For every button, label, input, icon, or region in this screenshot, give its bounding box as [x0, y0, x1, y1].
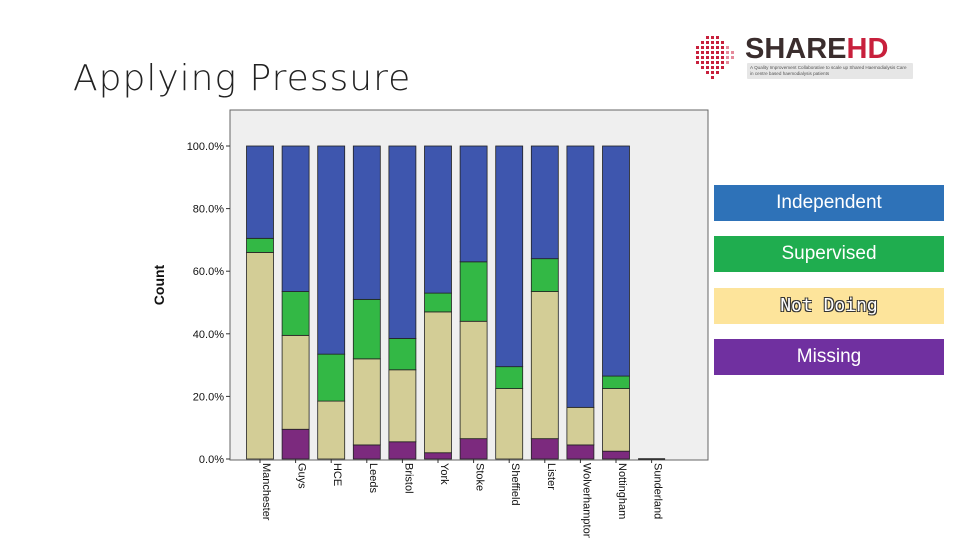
bar-segment-supervised [495, 366, 524, 389]
bar-segment-independent [388, 145, 417, 339]
logo-word-share: SHARE [745, 33, 847, 65]
bar-segment-not_doing [352, 358, 381, 446]
x-tick-label: Leeds [367, 463, 379, 493]
y-axis-label: Count [151, 264, 167, 305]
y-axis: 0.0% 20.0% 40.0% 60.0% 80.0% 100.0% [187, 141, 230, 466]
bar-segment-supervised [281, 291, 310, 336]
bar-segment-independent [246, 145, 274, 239]
bar-segment-not_doing [530, 291, 559, 440]
slide-title: Applying Pressure [73, 58, 412, 99]
legend-missing: Missing [714, 339, 944, 375]
bars [246, 145, 666, 460]
bar-segment-supervised [246, 237, 274, 253]
logo-wordmark: SHAREHD [745, 34, 888, 64]
x-tick-label: Bristol [402, 463, 414, 494]
bar-segment-not_doing [459, 320, 488, 440]
logo-tagline: A Quality Improvement Collaborative to s… [747, 63, 913, 79]
bar-segment-missing [459, 438, 488, 460]
bar-segment-independent [317, 145, 346, 355]
bar-segment-supervised [388, 338, 417, 371]
legend-independent: Independent [714, 185, 944, 221]
bar-segment-supervised [424, 292, 452, 313]
x-tick-label: Manchester [260, 463, 272, 521]
bar-segment-not_doing [388, 369, 417, 443]
logo-word-hd: HD [846, 33, 889, 65]
bar-segment-not_doing [317, 400, 346, 460]
x-tick-label: Lister [545, 463, 557, 490]
x-tick-label: York [438, 463, 450, 485]
bar-segment-missing [352, 444, 381, 460]
bar-segment-missing [602, 450, 630, 460]
x-tick-label: Wolverhampton [580, 463, 592, 538]
sharehd-logo: SHAREHD A Quality Improvement Collaborat… [692, 34, 918, 84]
x-tick-label: Guys [296, 463, 308, 489]
x-tick-label: Sheffield [509, 463, 521, 506]
bar-segment-supervised [317, 353, 346, 402]
bar-segment-supervised [352, 298, 381, 360]
y-tick-label: 100.0% [187, 141, 225, 153]
bar-segment-independent [530, 145, 559, 260]
legend-not-doing: Not Doing [714, 288, 944, 324]
y-tick-label: 60.0% [193, 266, 224, 278]
bar-segment-missing [530, 438, 559, 460]
bar-segment-not_doing [281, 334, 310, 430]
bar-segment-not_doing [602, 388, 630, 452]
bar-segment-independent [459, 145, 488, 263]
bar-segment-missing [424, 452, 452, 460]
stacked-bar-chart: Count 0.0% 20.0% 40.0% 60.0% 80.0% 100.0% Man… [151, 109, 709, 538]
bar-segment-independent [281, 145, 310, 292]
bar-segment-missing [281, 428, 310, 460]
x-tick-label: HCE [331, 463, 343, 486]
bar-segment-independent [495, 145, 524, 368]
bar-segment-independent [602, 145, 630, 377]
x-tick-label: Sunderland [652, 463, 664, 519]
y-tick-label: 20.0% [193, 391, 224, 403]
bar-segment-missing [388, 441, 417, 460]
bar-segment-supervised [530, 258, 559, 292]
bar-segment-independent [424, 145, 452, 294]
bar-segment-not_doing [495, 388, 524, 460]
x-axis: Manchester Guys HCE Leeds Bristol York Stoke Sh… [259, 459, 664, 538]
bar-segment-supervised [602, 375, 630, 389]
x-tick-label: Stoke [474, 463, 486, 491]
bar-segment-independent [566, 145, 595, 408]
sharehd-logo-mark [696, 36, 734, 79]
x-tick-label: Nottingham [616, 463, 628, 519]
bar-segment-independent [352, 145, 381, 300]
bar-segment-not_doing [424, 311, 452, 454]
y-tick-label: 40.0% [193, 329, 224, 341]
bar-segment-supervised [459, 261, 488, 322]
bar-segment-missing [566, 444, 595, 460]
bar-segment-not_doing [246, 252, 274, 460]
legend-supervised: Supervised [714, 236, 944, 272]
y-tick-label: 80.0% [193, 204, 224, 216]
y-tick-label: 0.0% [199, 454, 224, 466]
bar-segment-not_doing [566, 406, 595, 446]
